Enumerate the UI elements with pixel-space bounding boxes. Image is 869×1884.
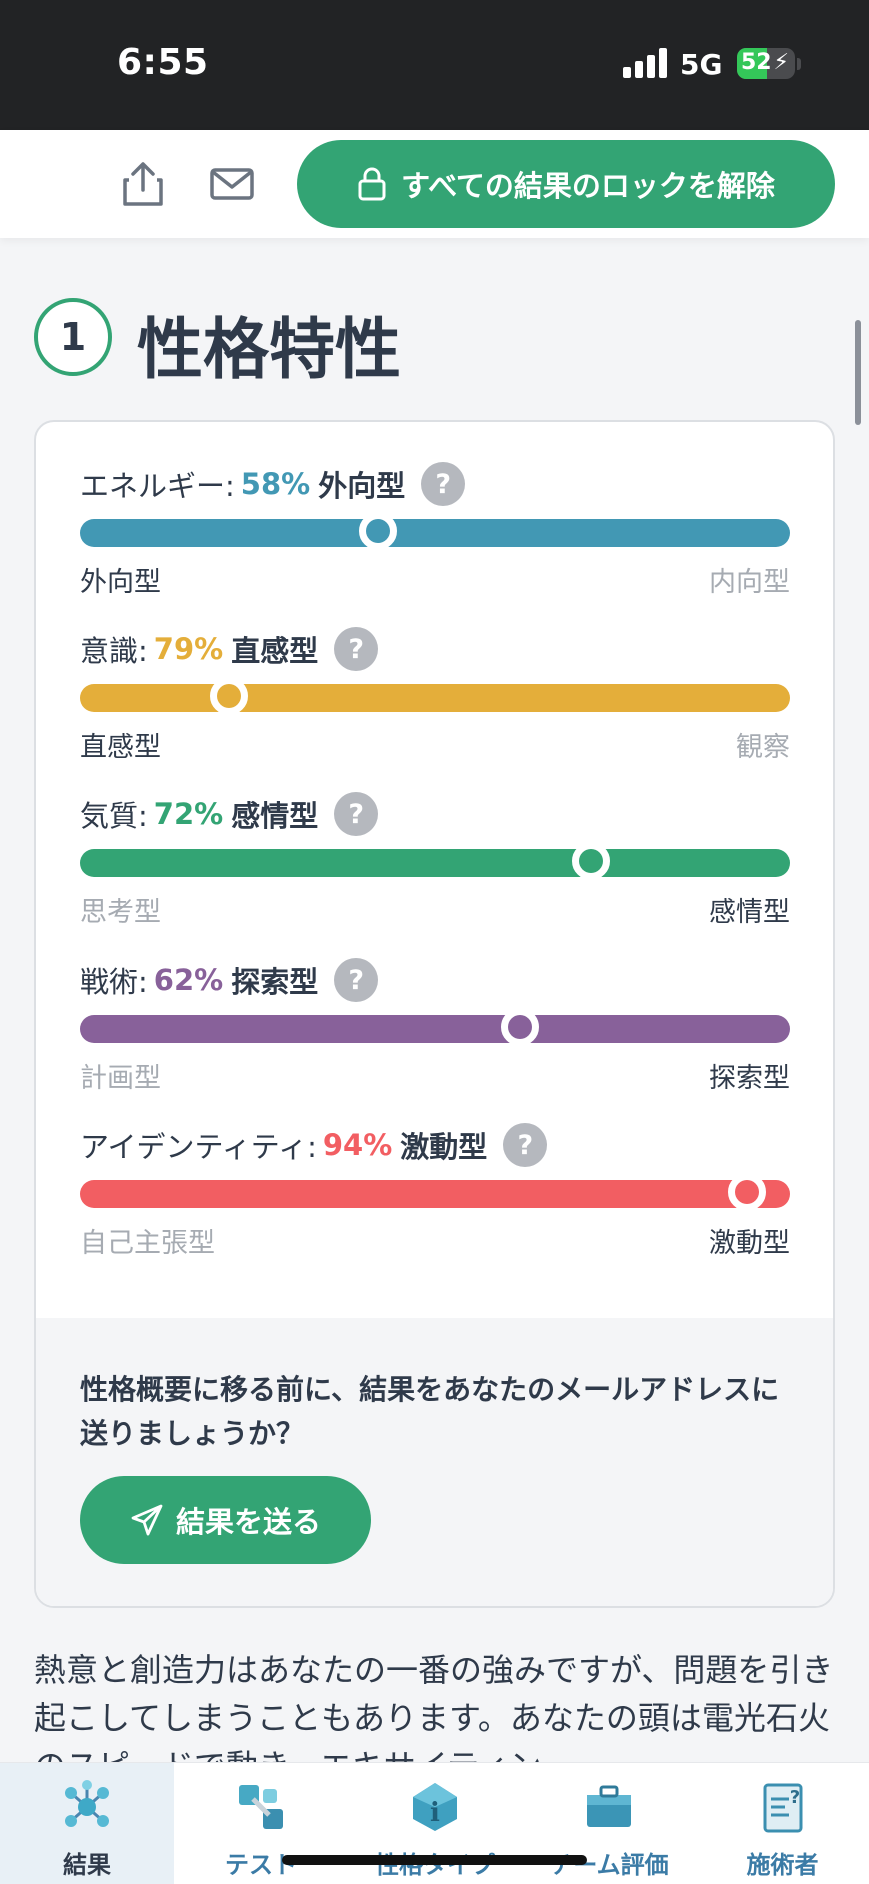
email-prompt-text: 性格概要に移る前に、結果をあなたのメールアドレスに送りましょうか？	[80, 1373, 780, 1450]
mail-icon[interactable]	[208, 160, 256, 208]
nav-item-test[interactable]: テスト	[174, 1763, 348, 1884]
svg-text:?: ?	[789, 1787, 799, 1808]
bottom-nav: 結果 テスト i 性格タイプ チーム評価 ? 施術者	[0, 1762, 869, 1884]
trait-row: 戦術: 62% 探索型? 計画型 探索型	[80, 958, 790, 1098]
trait-slider-track	[80, 842, 790, 880]
email-prompt: 性格概要に移る前に、結果をあなたのメールアドレスに送りましょうか？ 結果を送る	[36, 1318, 833, 1606]
battery-cap	[797, 58, 801, 70]
trait-label: エネルギー: 58% 外向型?	[80, 462, 466, 506]
lock-icon	[358, 167, 386, 201]
network-type: 5G	[680, 48, 723, 81]
results-toolbar: すべての結果のロックを解除	[0, 130, 869, 238]
trait-name: エネルギー:	[80, 469, 235, 503]
trait-left-pole: 直感型	[80, 732, 161, 763]
trait-percent: 62%	[153, 963, 224, 997]
status-time: 6:55	[117, 42, 209, 83]
svg-text:i: i	[430, 1798, 440, 1828]
trait-right-pole: 内向型	[709, 567, 790, 598]
help-icon[interactable]: ?	[421, 462, 466, 506]
trait-left-pole: 自己主張型	[80, 1228, 215, 1259]
trait-percent: 79%	[153, 632, 224, 666]
trait-name: 意識:	[80, 634, 148, 668]
briefcase-icon	[587, 1785, 631, 1827]
personality-traits-card: エネルギー: 58% 外向型? 外向型 内向型 意識: 79% 直感型? 直感型 観察 気質: 72%…	[34, 420, 835, 1608]
nav-item-personality-types[interactable]: i 性格タイプ	[348, 1763, 522, 1884]
trait-type: 直感型	[231, 634, 319, 668]
trait-slider-track	[80, 512, 790, 550]
trait-type: 感情型	[231, 799, 319, 833]
trait-right-pole: 激動型	[709, 1228, 790, 1259]
trait-slider-track	[80, 677, 790, 715]
trait-slider-knob	[359, 512, 398, 550]
trait-label: アイデンティティ: 94% 激動型?	[80, 1123, 548, 1167]
trait-slider-track	[80, 1173, 790, 1211]
trait-row: アイデンティティ: 94% 激動型? 自己主張型 激動型	[80, 1123, 790, 1263]
trait-row: エネルギー: 58% 外向型? 外向型 内向型	[80, 462, 790, 602]
section-number: 1	[34, 298, 112, 376]
home-indicator	[282, 1855, 587, 1865]
trait-label: 気質: 72% 感情型?	[80, 792, 379, 836]
share-icon[interactable]	[119, 160, 167, 208]
paper-plane-icon	[131, 1504, 163, 1536]
help-icon[interactable]: ?	[334, 627, 379, 671]
nav-label: 結果	[63, 1851, 111, 1879]
trait-percent: 72%	[153, 797, 224, 831]
trait-left-pole: 思考型	[80, 897, 161, 928]
page-title: 性格特性	[137, 311, 401, 388]
molecule-icon	[65, 1780, 109, 1827]
help-icon[interactable]: ?	[334, 958, 379, 1002]
trait-row: 気質: 72% 感情型? 思考型 感情型	[80, 792, 790, 932]
trait-percent: 94%	[322, 1128, 393, 1162]
status-bar: 6:55 5G 52 ⚡	[0, 0, 869, 130]
trait-name: アイデンティティ:	[80, 1130, 317, 1164]
help-icon[interactable]: ?	[334, 792, 379, 836]
trait-type: 探索型	[231, 965, 319, 999]
clipboard-icon: ?	[763, 1783, 802, 1833]
trait-name: 戦術:	[80, 965, 148, 999]
trait-right-pole: 観察	[736, 732, 790, 763]
trait-name: 気質:	[80, 799, 148, 833]
trait-left-pole: 外向型	[80, 567, 161, 598]
nav-label: 施術者	[746, 1851, 819, 1879]
charging-bolt-icon: ⚡	[773, 50, 789, 75]
trait-slider-knob	[501, 1008, 540, 1046]
trait-slider-knob	[210, 677, 249, 715]
trait-label: 意識: 79% 直感型?	[80, 627, 379, 671]
trait-row: 意識: 79% 直感型? 直感型 観察	[80, 627, 790, 767]
trait-type: 外向型	[318, 469, 406, 503]
trait-left-pole: 計画型	[80, 1063, 161, 1094]
nav-item-practitioners[interactable]: ? 施術者	[696, 1763, 869, 1884]
trait-slider-knob	[572, 842, 611, 880]
send-results-button[interactable]: 結果を送る	[80, 1476, 371, 1564]
trait-right-pole: 感情型	[709, 897, 790, 928]
battery-icon: 52 ⚡	[737, 48, 795, 79]
battery-level: 52	[741, 50, 772, 75]
unlock-label: すべての結果のロックを解除	[401, 169, 775, 203]
scrollbar[interactable]	[855, 320, 861, 425]
trait-slider-knob	[728, 1173, 767, 1211]
send-results-label: 結果を送る	[175, 1505, 321, 1539]
trait-percent: 58%	[240, 467, 311, 501]
trait-label: 戦術: 62% 探索型?	[80, 958, 379, 1002]
info-gem-icon: i	[413, 1783, 457, 1831]
nav-item-results[interactable]: 結果	[0, 1763, 174, 1884]
trait-right-pole: 探索型	[709, 1063, 790, 1094]
unlock-all-results-button[interactable]: すべての結果のロックを解除	[297, 140, 835, 228]
trait-type: 激動型	[400, 1130, 488, 1164]
help-icon[interactable]: ?	[503, 1123, 548, 1167]
nav-item-team-assessment[interactable]: チーム評価	[522, 1763, 696, 1884]
trait-slider-track	[80, 1008, 790, 1046]
puzzle-icon	[239, 1785, 283, 1829]
signal-icon	[623, 48, 667, 78]
